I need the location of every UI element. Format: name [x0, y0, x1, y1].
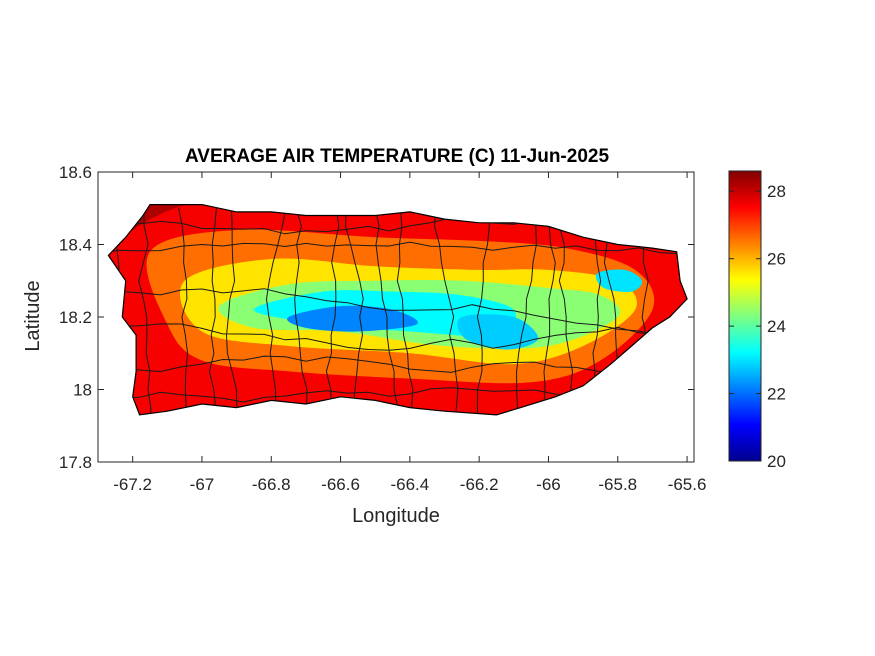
- temperature-region-7: [457, 314, 539, 350]
- x-tick-label: -67.2: [113, 475, 152, 494]
- municipality-line: [108, 241, 681, 255]
- colorbar-tick-label: 24: [767, 317, 786, 336]
- municipality-line: [513, 208, 537, 415]
- municipality-line: [208, 208, 218, 415]
- temperature-region-5: [287, 305, 418, 332]
- y-axis: 17.8 18 18.2 18.4 18.6: [59, 163, 694, 472]
- colorbar-ticks: 20 22 24 26 28: [729, 182, 786, 471]
- municipality-line: [108, 288, 681, 337]
- y-tick-label: 18: [73, 381, 92, 400]
- municipality-line: [557, 208, 575, 415]
- x-axis-label: Longitude: [352, 505, 440, 527]
- y-tick-label: 18.6: [59, 163, 92, 182]
- y-tick-label: 17.8: [59, 453, 92, 472]
- municipality-line: [345, 208, 364, 415]
- municipality-line: [138, 208, 152, 415]
- y-tick-label: 18.4: [59, 236, 92, 255]
- x-tick-label: -67: [190, 475, 215, 494]
- x-tick-label: -66.8: [252, 475, 291, 494]
- temperature-field: [108, 204, 688, 415]
- municipality-line: [325, 208, 340, 415]
- y-axis-label: Latitude: [22, 280, 44, 351]
- colorbar-tick-label: 20: [767, 452, 786, 471]
- x-tick-label: -66.6: [321, 475, 360, 494]
- municipality-line: [178, 208, 190, 415]
- municipality-line: [542, 208, 556, 415]
- x-tick-label: -66.4: [390, 475, 429, 494]
- colorbar-gradient: [728, 170, 762, 462]
- colorbar-tick-label: 26: [767, 250, 786, 269]
- municipality-line: [374, 208, 399, 415]
- colorbar-tick-label: 28: [767, 182, 786, 201]
- x-tick-label: -66.2: [460, 475, 499, 494]
- colorbar-tick-label: 22: [767, 385, 786, 404]
- x-tick-label: -65.8: [598, 475, 637, 494]
- colorbar: 20 22 24 26 28: [728, 170, 786, 471]
- x-axis: -67.2 -67 -66.8 -66.6 -66.4 -66.2 -66 -65.8 -65.…: [113, 172, 706, 494]
- island-outline: [107, 204, 688, 416]
- x-tick-label: -65.6: [668, 475, 707, 494]
- municipality-line: [108, 355, 681, 377]
- y-tick-label: 18.2: [59, 308, 92, 327]
- x-tick-label: -66: [536, 475, 561, 494]
- municipality-line: [108, 323, 681, 351]
- municipality-line: [265, 208, 287, 415]
- municipality-line: [434, 208, 459, 415]
- chart-title: AVERAGE AIR TEMPERATURE (C) 11-Jun-2025: [185, 146, 609, 167]
